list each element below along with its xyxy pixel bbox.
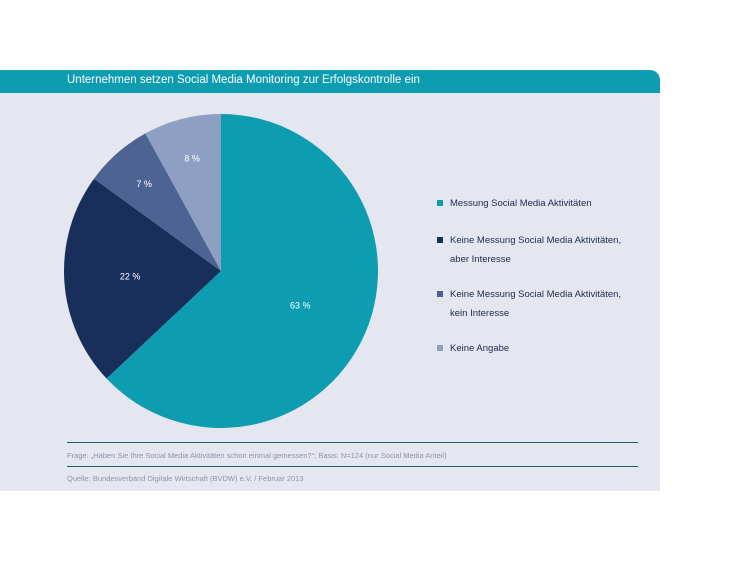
- legend-label-keine-messung-interesse-line2: aber Interesse: [450, 254, 511, 265]
- pie-slice-keine-messung-interesse: [63, 178, 221, 379]
- divider-top: [67, 442, 638, 443]
- question-note: Frage: „Haben Sie Ihre Social Media Akti…: [67, 451, 447, 460]
- legend-swatch-keine-messung-interesse: [437, 237, 443, 243]
- pie-slice-keine-angabe: [145, 114, 221, 271]
- legend-label-messung-line1: Messung Social Media Aktivitäten: [450, 198, 592, 209]
- legend-swatch-messung: [437, 200, 443, 206]
- pie-slice-messung: [106, 114, 379, 429]
- legend-label-keine-angabe-line1: Keine Angabe: [450, 343, 510, 354]
- chart-title-bar: Unternehmen setzen Social Media Monitori…: [0, 70, 660, 93]
- legend-label-keine-messung-interesse-line1: Keine Messung Social Media Aktivitäten,: [450, 235, 622, 246]
- pie-chart: 63 % 22 % 7 % 8 %: [63, 114, 379, 429]
- legend-swatch-keine-angabe: [437, 345, 443, 351]
- pie-slice-keine-messung-kein-interesse: [93, 133, 221, 271]
- divider-bottom: [67, 466, 638, 467]
- chart-title: Unternehmen setzen Social Media Monitori…: [67, 74, 420, 86]
- legend-label-keine-messung-kein-interesse-line2: kein Interesse: [450, 308, 510, 319]
- data-label-keine-messung-kein-interesse: 7 %: [136, 179, 152, 189]
- data-label-messung: 63 %: [290, 300, 311, 310]
- data-label-keine-messung-interesse: 22 %: [120, 272, 141, 282]
- legend-swatch-keine-messung-kein-interesse: [437, 291, 443, 297]
- data-label-keine-angabe: 8 %: [184, 153, 200, 163]
- legend-label-keine-messung-kein-interesse-line1: Keine Messung Social Media Aktivitäten,: [450, 289, 622, 300]
- chart-panel: 63 % 22 % 7 % 8 % Messung Social Media Akti…: [0, 93, 660, 491]
- source-note: Quelle: Bundesverband Digitale Wirtschaf…: [67, 474, 304, 483]
